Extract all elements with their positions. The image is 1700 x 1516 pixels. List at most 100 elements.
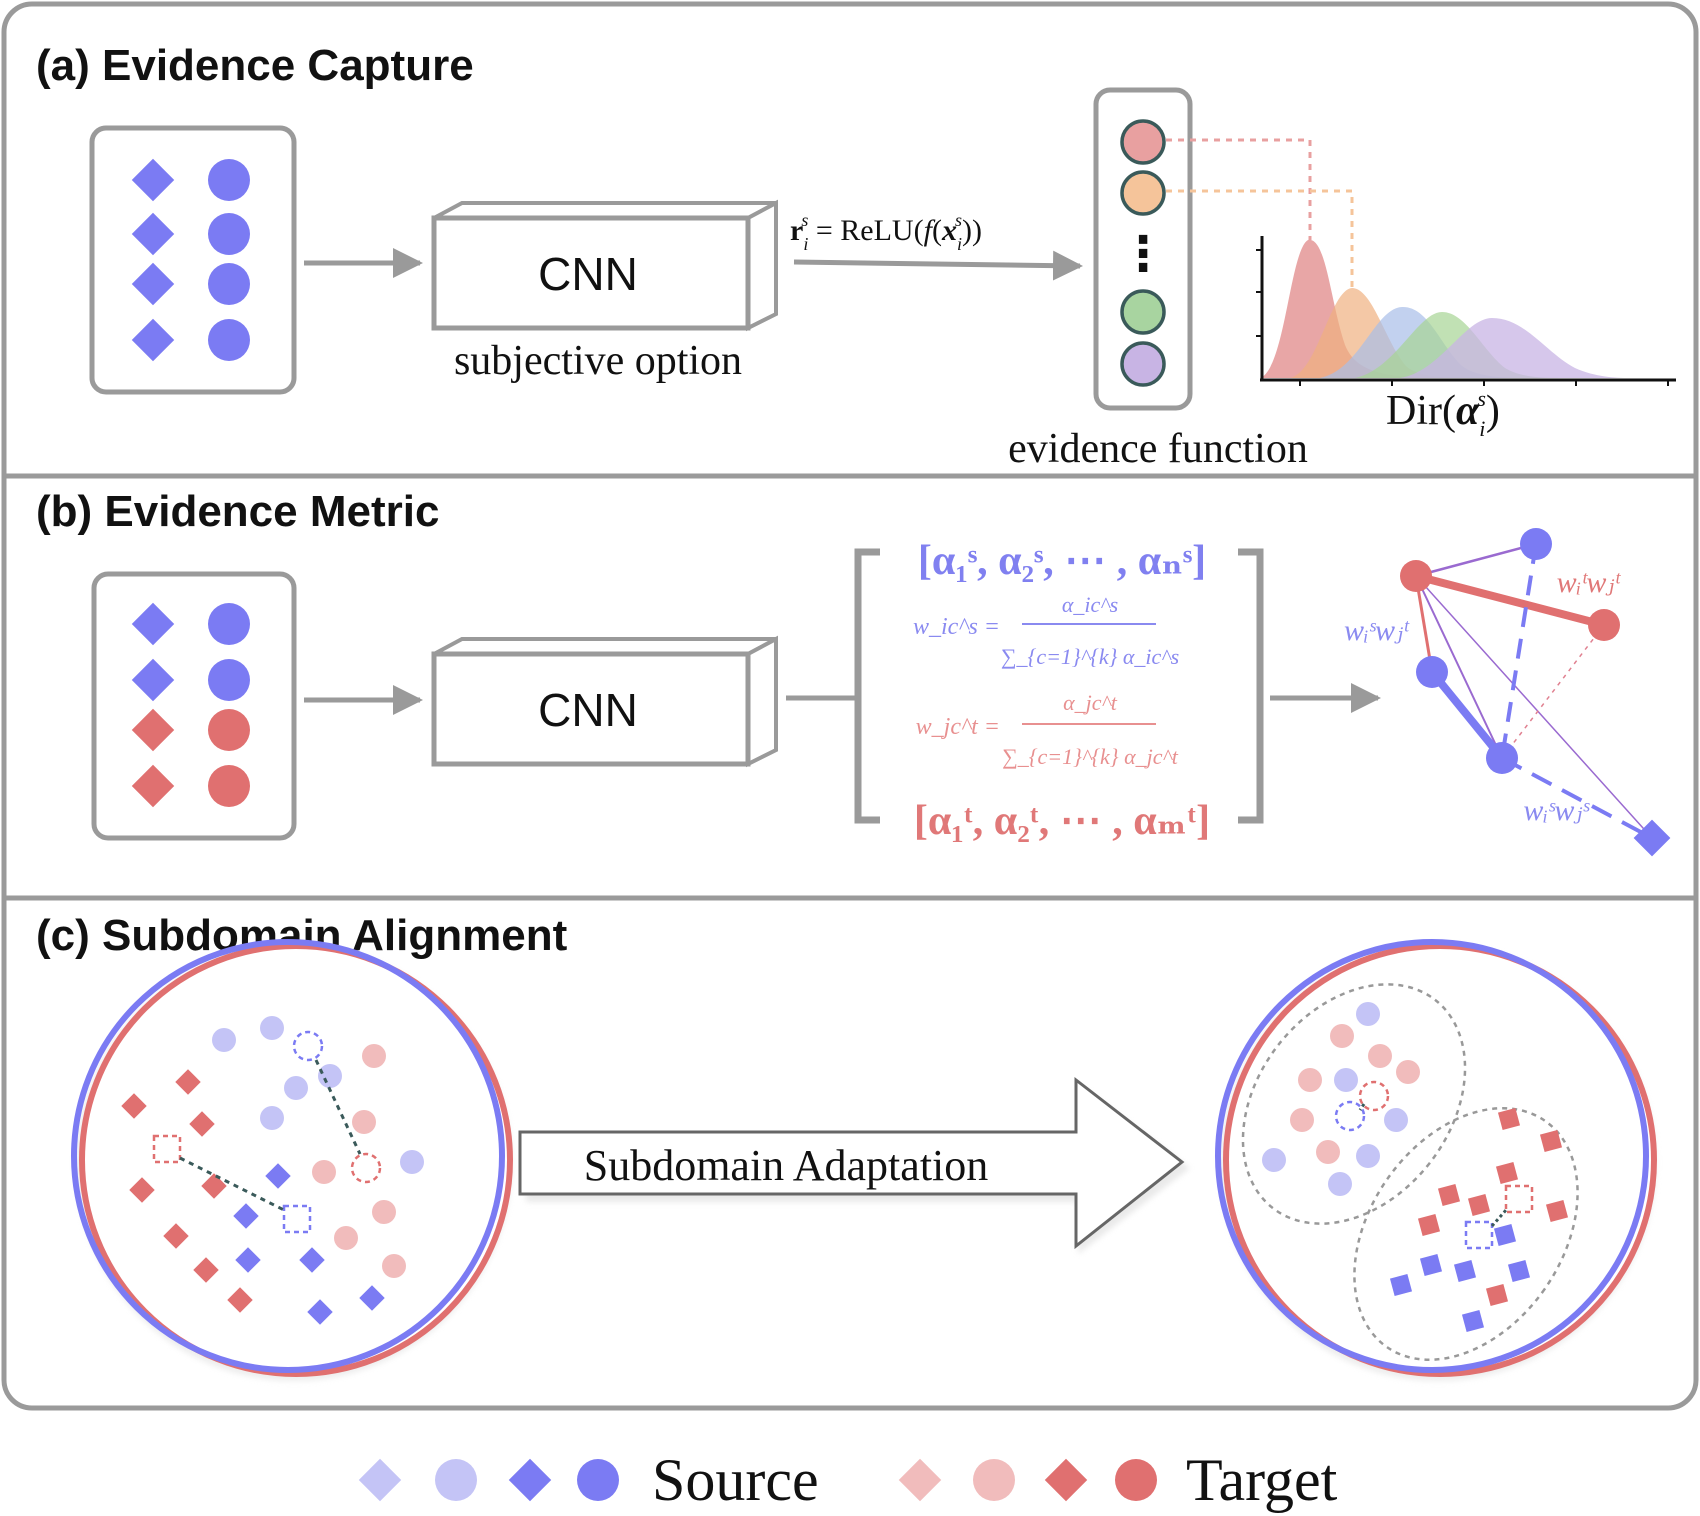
source-light-circle	[1384, 1108, 1408, 1132]
legend-source-label: Source	[652, 1447, 819, 1513]
edge	[1415, 575, 1503, 759]
source-centroid-square	[1464, 1220, 1494, 1250]
arrow-cnn-evidence	[793, 250, 1083, 281]
evidence-node-green	[1120, 289, 1166, 335]
target-square	[1495, 1161, 1519, 1185]
source-light-circle	[212, 1028, 236, 1052]
source-light-circle	[1262, 1148, 1286, 1172]
graph-node-source	[1486, 742, 1518, 774]
dist-curve-red	[1260, 239, 1440, 378]
source-square	[1461, 1309, 1485, 1333]
formula-r: r	[790, 214, 803, 247]
source-diamond	[131, 318, 175, 362]
source-circle	[208, 319, 250, 361]
dir-sup: s	[1477, 386, 1486, 411]
bracket-right	[1238, 548, 1264, 824]
dirichlet-plot	[1256, 236, 1676, 386]
input-box-a	[89, 125, 297, 395]
evidence-vector-box	[1093, 87, 1193, 411]
legend-target-circle	[1115, 1459, 1157, 1501]
source-square	[1453, 1259, 1477, 1283]
target-square	[1545, 1199, 1569, 1223]
target-square	[1437, 1183, 1461, 1207]
graph-node-target	[1400, 560, 1432, 592]
source-circle	[208, 213, 250, 255]
edge	[1415, 575, 1653, 839]
graph-label-tt: wᵢᵗwⱼᵗ	[1557, 566, 1622, 599]
target-centroid	[350, 1152, 382, 1184]
source-diamond	[131, 262, 175, 306]
dir-text: Dir(	[1386, 388, 1456, 434]
adaptation-arrow: Subdomain Adaptation	[518, 1076, 1190, 1254]
evidence-caption: evidence function	[1008, 426, 1308, 472]
relu-formula: ris = ReLU(f(xis))	[790, 210, 982, 254]
target-light-circle	[1368, 1044, 1392, 1068]
target-centroid-square	[152, 1134, 182, 1164]
edge	[1414, 575, 1434, 673]
outer-frame	[1, 1, 1699, 1411]
source-circle	[208, 603, 250, 645]
source-centroid	[1334, 1100, 1366, 1132]
target-light-circle	[382, 1254, 406, 1278]
source-light-circle	[1334, 1068, 1358, 1092]
legend-source-light-circle	[435, 1459, 477, 1501]
source-alpha-row: [α₁ˢ, α₂ˢ, ⋯ , αₙˢ]	[918, 538, 1206, 584]
connector-red	[1166, 138, 1312, 240]
evidence-node-purple	[1120, 341, 1166, 387]
source-light-circle	[1356, 1144, 1380, 1168]
graph-node-source	[1520, 528, 1552, 560]
legend-target-label: Target	[1186, 1447, 1338, 1513]
source-light-circle	[260, 1016, 284, 1040]
target-light-circle	[1298, 1068, 1322, 1092]
edge-tt	[1414, 572, 1606, 629]
edge-ss-dashed	[1500, 543, 1538, 759]
target-light-circle	[1330, 1024, 1354, 1048]
target-square	[1417, 1213, 1441, 1237]
legend-target-diamond	[1044, 1458, 1088, 1502]
target-light-circle	[1290, 1108, 1314, 1132]
w-source-num: α_ic^s	[1062, 592, 1118, 617]
source-light-circle	[260, 1106, 284, 1130]
target-light-circle	[334, 1226, 358, 1250]
source-light-circle	[284, 1076, 308, 1100]
graph-node-source-diamond	[1633, 819, 1671, 857]
source-circle	[208, 659, 250, 701]
w-target-num: α_jc^t	[1063, 690, 1118, 715]
legend-source-diamond	[508, 1458, 552, 1502]
target-centroid	[1358, 1080, 1390, 1112]
adaptation-label: Subdomain Adaptation	[584, 1141, 989, 1190]
target-light-circle	[1396, 1060, 1420, 1084]
domain-after	[1215, 939, 1657, 1381]
connector-orange	[1166, 189, 1354, 290]
formula-open: (	[932, 214, 942, 247]
formula-close: ))	[962, 214, 982, 247]
cnn-label-b: CNN	[538, 684, 638, 736]
cnn-block-a: CNN	[431, 199, 778, 332]
target-circle	[208, 709, 250, 751]
panel-a-title: (a) Evidence Capture	[36, 41, 474, 90]
source-circle	[208, 263, 250, 305]
input-samples-a	[131, 158, 250, 362]
dist-curve-purple	[1400, 318, 1630, 378]
target-light-circle	[352, 1110, 376, 1134]
w-source-lhs: w_ic^s =	[913, 614, 1000, 640]
w-target-den: ∑_{c=1}^{k} α_jc^t	[1002, 744, 1179, 769]
panel-b-title: (b) Evidence Metric	[36, 487, 439, 536]
bracket-left	[854, 548, 880, 824]
formula-sub: i	[803, 234, 808, 254]
graph-node-source	[1416, 656, 1448, 688]
target-square	[1467, 1193, 1491, 1217]
cnn-label-a: CNN	[538, 248, 638, 300]
target-light-circle	[362, 1044, 386, 1068]
formula-x-sub: i	[957, 234, 962, 254]
source-centroid	[292, 1030, 324, 1062]
source-light-circle	[318, 1064, 342, 1088]
target-square	[1539, 1129, 1563, 1153]
dir-close: )	[1486, 388, 1500, 434]
evidence-node-red	[1120, 119, 1166, 165]
source-centroid-square	[282, 1204, 312, 1234]
edge	[1415, 542, 1537, 578]
input-box-b	[91, 571, 297, 841]
target-light-circle	[312, 1160, 336, 1184]
